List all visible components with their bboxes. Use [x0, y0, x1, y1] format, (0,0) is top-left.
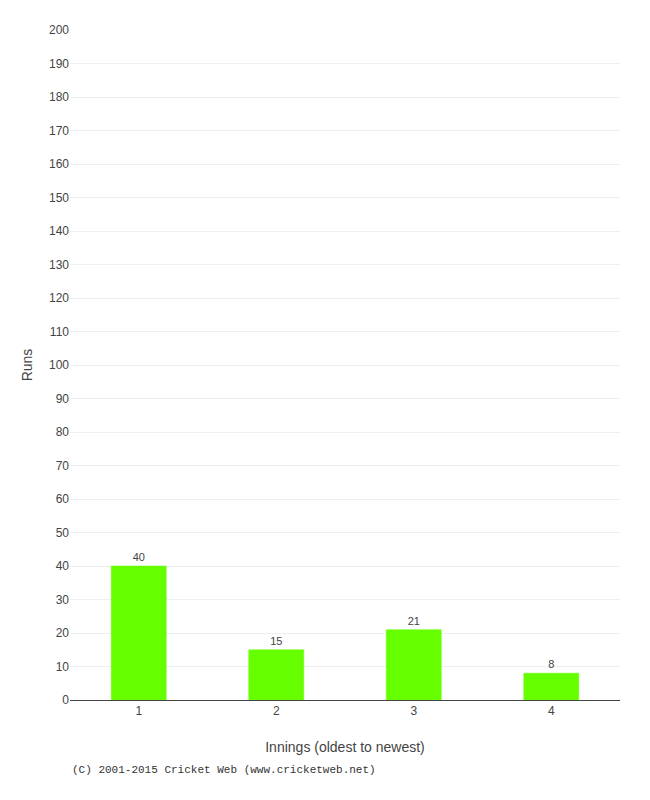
svg-text:Runs: Runs — [19, 349, 35, 382]
svg-text:140: 140 — [49, 224, 69, 238]
svg-text:20: 20 — [56, 626, 70, 640]
svg-text:Innings (oldest to newest): Innings (oldest to newest) — [265, 739, 425, 755]
svg-text:15: 15 — [270, 635, 282, 647]
svg-text:3: 3 — [410, 704, 417, 718]
svg-text:10: 10 — [56, 660, 70, 674]
svg-text:1: 1 — [135, 704, 142, 718]
svg-text:(C) 2001-2015 Cricket Web (www: (C) 2001-2015 Cricket Web (www.cricketwe… — [72, 764, 376, 776]
svg-text:170: 170 — [49, 124, 69, 138]
svg-text:100: 100 — [49, 358, 69, 372]
svg-text:180: 180 — [49, 90, 69, 104]
svg-text:21: 21 — [408, 615, 420, 627]
svg-text:2: 2 — [273, 704, 280, 718]
svg-text:50: 50 — [56, 526, 70, 540]
svg-text:200: 200 — [49, 23, 69, 37]
svg-text:4: 4 — [548, 704, 555, 718]
svg-text:110: 110 — [50, 325, 69, 339]
svg-text:150: 150 — [49, 191, 69, 205]
svg-text:40: 40 — [133, 551, 145, 563]
svg-text:60: 60 — [56, 492, 70, 506]
svg-text:80: 80 — [56, 425, 70, 439]
svg-text:30: 30 — [56, 593, 70, 607]
svg-text:70: 70 — [56, 459, 70, 473]
svg-text:120: 120 — [49, 291, 69, 305]
svg-text:40: 40 — [56, 559, 70, 573]
svg-text:0: 0 — [62, 693, 69, 707]
svg-text:190: 190 — [49, 57, 69, 71]
svg-text:130: 130 — [49, 258, 69, 272]
svg-text:8: 8 — [548, 658, 554, 670]
svg-text:90: 90 — [56, 392, 70, 406]
svg-text:160: 160 — [49, 157, 69, 171]
